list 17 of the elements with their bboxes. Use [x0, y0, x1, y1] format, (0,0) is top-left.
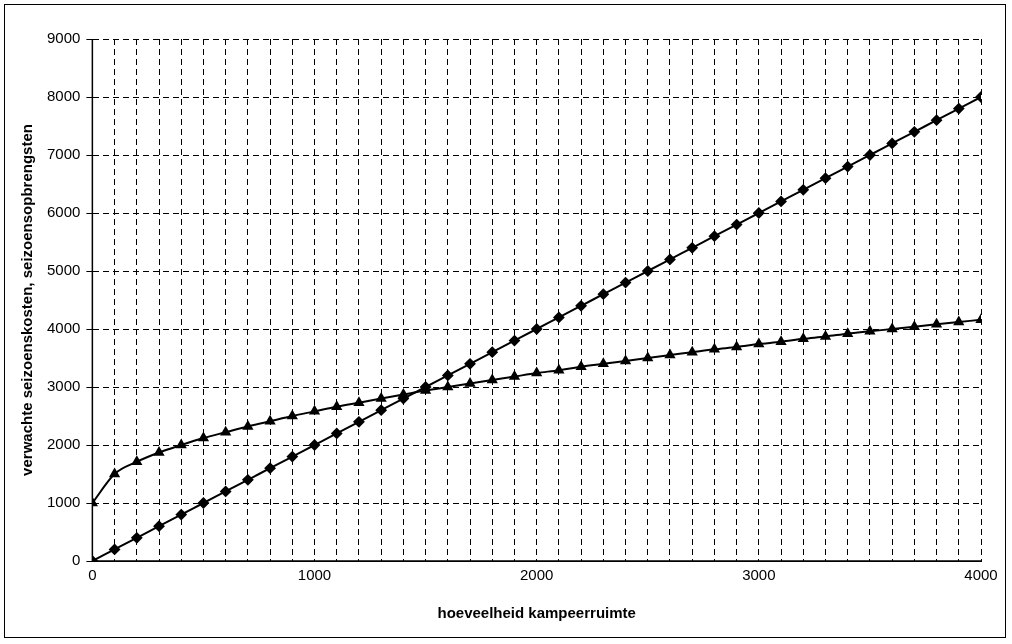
y-tick-label: 1000: [46, 493, 81, 511]
y-axis-title: verwachte seizoenskosten, seizoensopbrengsten: [18, 124, 36, 476]
y-tick-label: 8000: [46, 87, 81, 105]
y-tick-label: 4000: [46, 319, 81, 337]
y-tick-label: 9000: [46, 29, 81, 47]
x-tick-label: 0: [88, 566, 97, 584]
y-tick-label: 0: [72, 551, 81, 569]
y-tick-label: 2000: [46, 435, 81, 453]
x-tick-label: 3000: [742, 566, 776, 584]
y-tick-label: 7000: [46, 145, 81, 163]
y-tick-label: 3000: [46, 377, 81, 395]
x-tick-label: 4000: [964, 566, 998, 584]
x-tick-label: 2000: [520, 566, 554, 584]
x-axis-title: hoeveelheid kampeerruimte: [437, 604, 636, 622]
y-tick-label: 6000: [46, 203, 81, 221]
x-tick-label: 1000: [297, 566, 332, 584]
y-tick-label: 5000: [46, 261, 81, 279]
